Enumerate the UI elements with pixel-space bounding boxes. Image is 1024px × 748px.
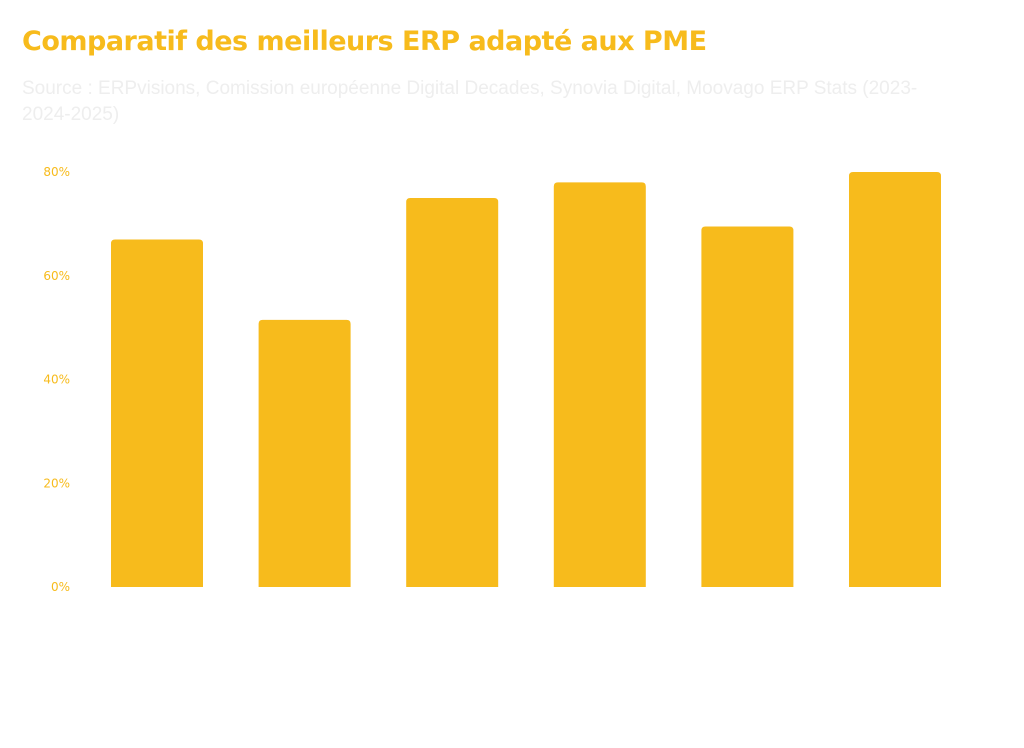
- bar: [406, 197, 499, 587]
- y-tick-label: 0%: [51, 580, 70, 594]
- bar: [258, 319, 351, 587]
- y-tick-label: 80%: [43, 165, 70, 179]
- y-tick-label: 60%: [43, 269, 70, 283]
- bars: [111, 172, 941, 587]
- bar: [553, 182, 646, 587]
- bar: [111, 239, 203, 587]
- y-tick-label: 40%: [43, 373, 70, 387]
- bar: [849, 172, 941, 587]
- y-tick-label: 20%: [43, 476, 70, 490]
- bar: [701, 226, 794, 587]
- chart-subtitle: Source : ERPvisions, Comission européenn…: [22, 78, 918, 125]
- y-axis: 0% 20% 40% 60% 80%: [43, 165, 70, 594]
- chart-title: Comparatif des meilleurs ERP adapté aux …: [22, 26, 707, 57]
